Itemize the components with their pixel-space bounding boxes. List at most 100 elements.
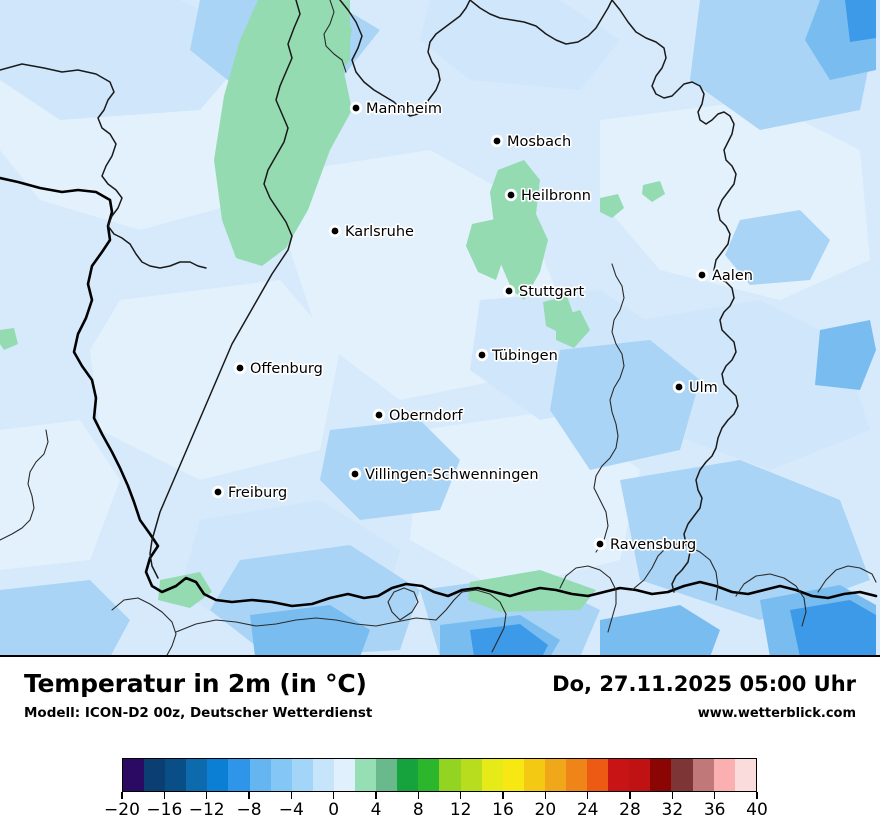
colorbar-swatch bbox=[376, 759, 398, 791]
colorbar-tick bbox=[163, 792, 166, 799]
colorbar-tick bbox=[586, 792, 589, 799]
colorbar-swatch bbox=[397, 759, 419, 791]
colorbar-tick-label: 4 bbox=[370, 800, 382, 820]
city-label: Stuttgart bbox=[519, 284, 585, 300]
map-borders-layer bbox=[0, 0, 878, 657]
colorbar-swatch bbox=[523, 759, 545, 791]
city-marker-group: Karlsruhe bbox=[328, 222, 416, 242]
colorbar-tick-label: 32 bbox=[661, 800, 684, 820]
city-dot-icon bbox=[352, 104, 360, 112]
city-labels-layer: Mannheim Mosbach Heilbronn Aalen Karlsruhe St… bbox=[211, 99, 755, 555]
temperature-shading-layer bbox=[0, 0, 876, 657]
colorbar-tick bbox=[629, 792, 631, 799]
colorbar-tick bbox=[713, 792, 716, 799]
colorbar-swatch bbox=[207, 759, 229, 791]
colorbar-swatch bbox=[439, 759, 461, 791]
city-dot-icon bbox=[596, 540, 604, 548]
colorbar-swatch bbox=[608, 759, 630, 791]
city-dot-icon bbox=[507, 191, 515, 199]
valid-datetime: Do, 27.11.2025 05:00 Uhr bbox=[552, 672, 856, 696]
city-marker-group: Mosbach bbox=[490, 132, 573, 152]
city-marker-group: Heilbronn bbox=[504, 186, 593, 206]
city-label: Villingen-Schwenningen bbox=[365, 467, 539, 483]
city-marker-group: Freiburg bbox=[211, 483, 289, 503]
colorbar-tick-label: −12 bbox=[188, 800, 225, 820]
city-marker-group: Mannheim bbox=[349, 99, 444, 119]
colorbar-tick bbox=[332, 792, 335, 799]
colorbar-tick-label: −8 bbox=[236, 800, 262, 820]
colorbar-tick-label: −4 bbox=[278, 800, 304, 820]
city-marker-group: Tübingen bbox=[475, 346, 559, 366]
colorbar-swatch bbox=[186, 759, 208, 791]
colorbar-tick-label: 40 bbox=[746, 800, 768, 820]
colorbar-tick-label: 28 bbox=[619, 800, 641, 820]
colorbar-swatch bbox=[165, 759, 187, 791]
website-credit: www.wetterblick.com bbox=[697, 706, 856, 721]
colorbar-swatch bbox=[355, 759, 377, 791]
colorbar-tick-labels: −20 −16 −12 −8 −4 0 4 8 12 16 20 24 28 32 36 40 bbox=[104, 800, 768, 824]
city-dot-icon bbox=[331, 227, 339, 235]
colorbar-swatch bbox=[460, 759, 482, 791]
city-marker-group: Oberndorf bbox=[372, 406, 465, 426]
colorbar-ticks bbox=[121, 792, 758, 800]
city-label: Aalen bbox=[712, 268, 753, 284]
city-label: Karlsruhe bbox=[345, 224, 414, 240]
colorbar-tick-label: −16 bbox=[146, 800, 183, 820]
colorbar-tick bbox=[417, 792, 420, 799]
city-dot-icon bbox=[351, 470, 359, 478]
colorbar-tick bbox=[671, 792, 674, 799]
colorbar-tick bbox=[756, 792, 758, 799]
colorbar-tick-label: 12 bbox=[449, 800, 472, 820]
city-marker-group: Villingen-Schwenningen bbox=[348, 465, 540, 485]
colorbar-swatch bbox=[418, 759, 440, 791]
colorbar-tick-label: 24 bbox=[576, 800, 599, 820]
colorbar-swatch bbox=[291, 759, 313, 791]
colorbar-tick bbox=[502, 792, 504, 799]
colorbar-tick-label: −20 bbox=[104, 800, 140, 820]
colorbar-container: −20 −16 −12 −8 −4 0 4 8 12 16 20 24 28 32 36 40 bbox=[0, 740, 880, 830]
city-dot-icon bbox=[478, 351, 486, 359]
colorbar-swatch bbox=[270, 759, 292, 791]
caption-bar: Temperatur in 2m (in °C) Modell: ICON-D2… bbox=[0, 657, 880, 740]
colorbar-swatch bbox=[713, 759, 735, 791]
city-marker-group: Aalen bbox=[695, 266, 755, 286]
city-label: Freiburg bbox=[228, 485, 287, 501]
colorbar-swatch bbox=[249, 759, 271, 791]
city-label: Tübingen bbox=[491, 348, 558, 364]
city-label: Ulm bbox=[689, 380, 718, 396]
colorbar-tick bbox=[248, 792, 250, 799]
colorbar-swatch bbox=[565, 759, 588, 791]
colorbar-tick-label: 36 bbox=[703, 800, 726, 820]
colorbar-swatch bbox=[692, 759, 714, 791]
city-label: Heilbronn bbox=[521, 188, 591, 204]
weather-map[interactable]: Mannheim Mosbach Heilbronn Aalen Karlsruhe St… bbox=[0, 0, 880, 657]
city-label: Oberndorf bbox=[389, 408, 463, 424]
colorbar-tick-label: 0 bbox=[328, 800, 340, 820]
colorbar-swatch bbox=[144, 759, 166, 791]
city-marker-group: Ravensburg bbox=[593, 535, 698, 555]
colorbar-swatch bbox=[629, 759, 651, 791]
colorbar-swatch bbox=[734, 759, 756, 791]
colorbar-tick bbox=[459, 792, 462, 799]
city-label: Mannheim bbox=[366, 101, 442, 117]
city-dot-icon bbox=[698, 271, 706, 279]
colorbar-tick bbox=[544, 792, 547, 799]
colorbar-swatch bbox=[333, 759, 356, 791]
city-label: Ravensburg bbox=[610, 537, 696, 553]
colorbar-swatch bbox=[123, 759, 145, 791]
colorbar-tick-label: 20 bbox=[534, 800, 557, 820]
colorbar-tick bbox=[121, 792, 123, 799]
colorbar-swatch bbox=[312, 759, 334, 791]
city-dot-icon bbox=[214, 488, 222, 496]
colorbar-tick bbox=[290, 792, 293, 799]
colorbar-swatch bbox=[650, 759, 672, 791]
colorbar-tick bbox=[205, 792, 208, 799]
city-dot-icon bbox=[375, 411, 383, 419]
colorbar-swatch bbox=[228, 759, 250, 791]
city-label: Mosbach bbox=[507, 134, 571, 150]
colorbar-swatch bbox=[481, 759, 503, 791]
city-dot-icon bbox=[236, 364, 244, 372]
city-dot-icon bbox=[493, 137, 501, 145]
colorbar-swatch bbox=[587, 759, 609, 791]
city-dot-icon bbox=[675, 383, 683, 391]
